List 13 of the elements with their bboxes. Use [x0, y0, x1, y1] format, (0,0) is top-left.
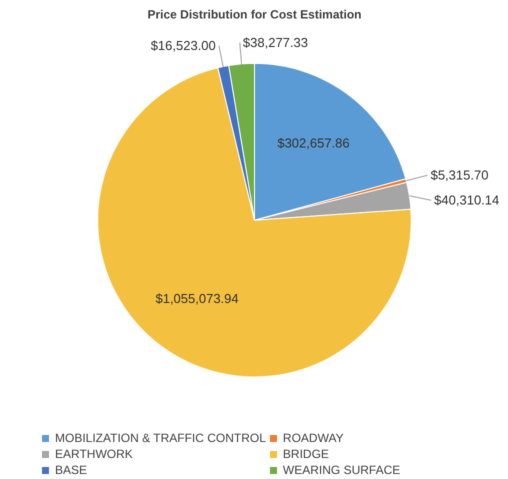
- legend-label: ROADWAY: [282, 431, 344, 445]
- legend-label: BRIDGE: [282, 447, 329, 461]
- data-label: $1,055,073.94: [155, 290, 239, 306]
- legend-label: BASE: [55, 463, 88, 477]
- chart-title: Price Distribution for Cost Estimation: [147, 8, 362, 22]
- legend-label: WEARING SURFACE: [282, 463, 400, 477]
- legend-label: EARTHWORK: [55, 447, 133, 461]
- data-label: $16,523.00: [150, 38, 216, 54]
- data-label: $40,310.14: [434, 192, 500, 208]
- data-label: $38,277.33: [242, 35, 308, 50]
- data-label: $5,315.70: [430, 168, 488, 183]
- legend-label: MOBILIZATION & TRAFFIC CONTROL: [55, 431, 266, 445]
- data-label: $302,657.86: [277, 136, 350, 151]
